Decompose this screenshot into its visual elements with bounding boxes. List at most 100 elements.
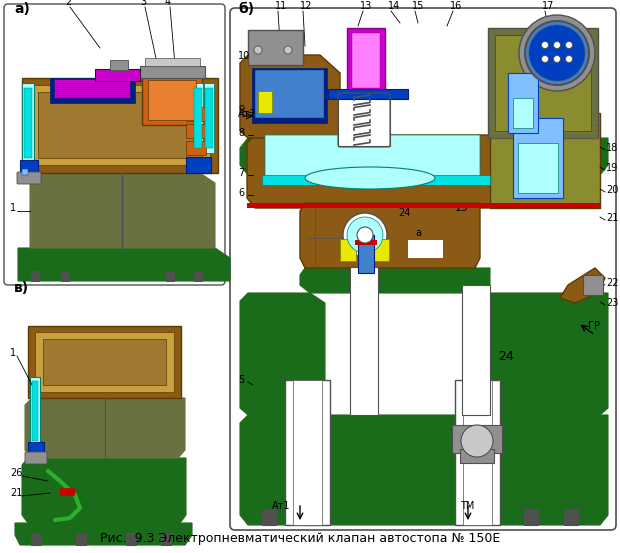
Bar bbox=[495, 35, 591, 131]
Text: 23: 23 bbox=[606, 298, 618, 308]
Bar bbox=[352, 33, 380, 88]
Bar bbox=[285, 380, 330, 525]
Bar bbox=[252, 68, 327, 123]
Circle shape bbox=[347, 217, 383, 253]
Text: 14: 14 bbox=[388, 1, 401, 11]
Circle shape bbox=[529, 25, 585, 81]
Bar bbox=[50, 78, 135, 103]
Text: 5: 5 bbox=[238, 375, 244, 385]
Bar bbox=[490, 113, 600, 208]
Bar bbox=[205, 88, 213, 148]
Wedge shape bbox=[519, 15, 595, 91]
Bar bbox=[76, 533, 86, 545]
Bar bbox=[186, 124, 206, 138]
Text: a: a bbox=[415, 228, 421, 238]
Polygon shape bbox=[15, 523, 192, 545]
Text: ТМ: ТМ bbox=[460, 501, 474, 511]
Polygon shape bbox=[300, 268, 490, 293]
Text: 2: 2 bbox=[65, 0, 71, 7]
Text: 13: 13 bbox=[360, 1, 372, 11]
Ellipse shape bbox=[305, 167, 435, 189]
Bar bbox=[28, 326, 181, 398]
Bar bbox=[38, 92, 202, 158]
Text: 19: 19 bbox=[606, 163, 618, 173]
Bar bbox=[408, 240, 443, 258]
Polygon shape bbox=[240, 55, 340, 138]
Bar bbox=[22, 83, 34, 163]
Circle shape bbox=[343, 213, 387, 257]
Polygon shape bbox=[247, 135, 498, 208]
Bar bbox=[186, 141, 206, 155]
Bar bbox=[28, 442, 44, 458]
Bar bbox=[460, 449, 494, 463]
Bar bbox=[508, 95, 538, 115]
Circle shape bbox=[284, 46, 292, 54]
Text: Ат2: Ат2 bbox=[238, 109, 257, 119]
Text: 16: 16 bbox=[450, 1, 463, 11]
Circle shape bbox=[565, 41, 572, 49]
Circle shape bbox=[357, 227, 373, 243]
Bar bbox=[194, 88, 202, 148]
Text: 12: 12 bbox=[300, 1, 312, 11]
Text: 10: 10 bbox=[238, 51, 250, 61]
Polygon shape bbox=[30, 173, 215, 248]
Bar bbox=[204, 83, 214, 153]
Bar bbox=[304, 509, 318, 525]
Text: 21: 21 bbox=[606, 213, 618, 223]
Text: ГР: ГР bbox=[588, 321, 600, 331]
Bar bbox=[328, 89, 408, 99]
Text: 1: 1 bbox=[10, 348, 16, 358]
Circle shape bbox=[565, 55, 572, 62]
Text: а): а) bbox=[14, 2, 30, 16]
Bar bbox=[35, 332, 174, 392]
Bar bbox=[247, 203, 499, 208]
Bar bbox=[166, 271, 174, 281]
Polygon shape bbox=[25, 398, 185, 458]
Bar bbox=[564, 509, 578, 525]
Polygon shape bbox=[22, 458, 186, 523]
Circle shape bbox=[554, 41, 560, 49]
Bar bbox=[193, 83, 203, 153]
Bar bbox=[126, 533, 136, 545]
Text: 18: 18 bbox=[606, 143, 618, 153]
Polygon shape bbox=[560, 268, 605, 303]
Bar bbox=[262, 175, 490, 185]
Bar bbox=[262, 509, 276, 525]
Bar bbox=[43, 339, 166, 385]
Bar bbox=[30, 85, 210, 165]
Bar bbox=[293, 380, 322, 525]
Bar bbox=[258, 91, 272, 113]
Text: 24: 24 bbox=[398, 208, 410, 218]
Bar bbox=[31, 271, 39, 281]
Bar bbox=[140, 66, 205, 78]
Bar bbox=[148, 80, 196, 120]
Circle shape bbox=[541, 41, 549, 49]
Polygon shape bbox=[18, 248, 230, 281]
Bar bbox=[22, 78, 218, 173]
Bar bbox=[194, 271, 202, 281]
Bar bbox=[24, 88, 32, 158]
Bar bbox=[161, 533, 171, 545]
Bar bbox=[60, 488, 74, 495]
Bar bbox=[373, 239, 389, 261]
FancyBboxPatch shape bbox=[17, 172, 41, 184]
Bar bbox=[248, 30, 303, 65]
Text: 3: 3 bbox=[140, 0, 146, 7]
Text: 15: 15 bbox=[412, 1, 424, 11]
Text: в): в) bbox=[14, 281, 29, 295]
Bar bbox=[32, 381, 38, 441]
Bar bbox=[463, 380, 492, 525]
Text: 25: 25 bbox=[455, 203, 467, 213]
Text: б): б) bbox=[238, 2, 254, 16]
Bar bbox=[338, 94, 390, 146]
Circle shape bbox=[461, 425, 493, 457]
Text: 9: 9 bbox=[238, 105, 244, 115]
Bar bbox=[340, 239, 356, 261]
Circle shape bbox=[554, 55, 560, 62]
Bar bbox=[61, 271, 69, 281]
Text: 22: 22 bbox=[606, 278, 619, 288]
Polygon shape bbox=[265, 135, 480, 185]
Polygon shape bbox=[300, 203, 480, 268]
Bar bbox=[31, 533, 41, 545]
Bar bbox=[186, 107, 206, 121]
